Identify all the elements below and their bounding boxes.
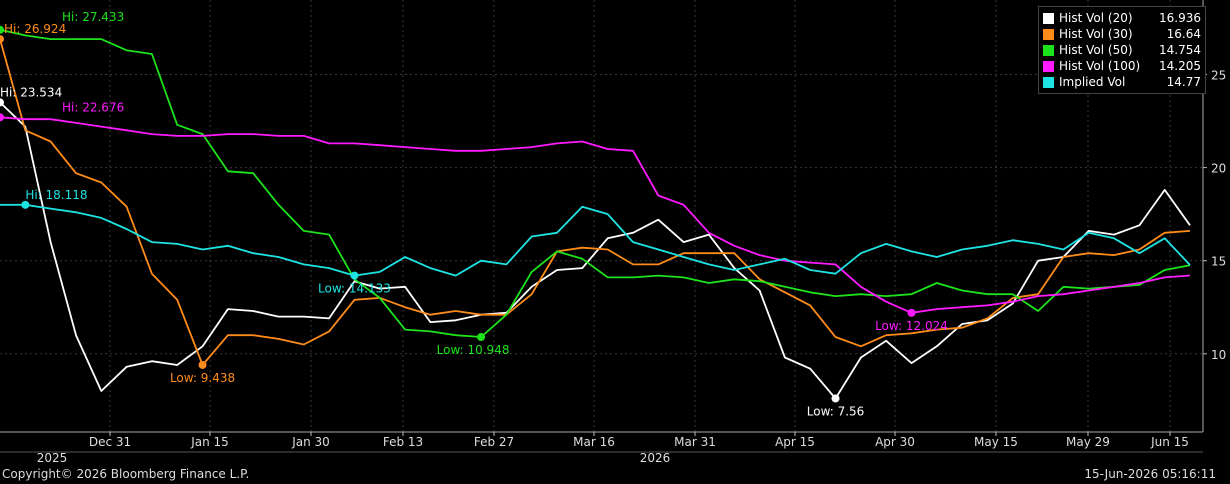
series-line-1 — [0, 38, 1191, 366]
x-tick-label: Dec 31 — [89, 435, 131, 449]
series-line-4 — [0, 203, 1191, 277]
legend-label: Hist Vol (50) — [1059, 43, 1133, 57]
legend-swatch — [1043, 12, 1054, 24]
chart-grid — [0, 0, 1203, 432]
annotation-marker — [350, 271, 359, 280]
annotation-marker — [198, 360, 207, 369]
x-tick-label: Mar 31 — [674, 435, 716, 449]
annotation-label: Hi: 18.118 — [25, 188, 87, 202]
x-tick-label: Feb 27 — [474, 435, 514, 449]
annotation-marker — [0, 35, 4, 44]
annotation-label: Low: 14.133 — [318, 282, 391, 296]
legend-item: Hist Vol (30) 16.64 — [1043, 26, 1201, 42]
legend-swatch — [1043, 28, 1054, 40]
x-tick-label: Apr 15 — [775, 435, 815, 449]
series-line-2 — [0, 28, 1191, 338]
x-tick-label: May 15 — [974, 435, 1018, 449]
y-tick-label: 25 — [1211, 68, 1226, 82]
legend-label: Hist Vol (100) — [1059, 59, 1141, 73]
legend-item: Hist Vol (20) 16.936 — [1043, 10, 1201, 26]
annotation-label: Hi: 22.676 — [62, 100, 124, 114]
y-tick-label: 20 — [1211, 162, 1226, 176]
x-tick-label: Jun 15 — [1150, 435, 1189, 449]
x-tick-label: May 29 — [1066, 435, 1110, 449]
chart-legend: Hist Vol (20) 16.936 Hist Vol (30) 16.64… — [1038, 6, 1206, 94]
annotation-marker — [0, 113, 4, 122]
annotation-marker — [477, 333, 486, 342]
annotation-label: Low: 7.56 — [807, 404, 865, 418]
annotation-label: Hi: 27.433 — [62, 10, 124, 24]
x-tick-label: Apr 30 — [875, 435, 915, 449]
annotation-label: Hi: 26.924 — [4, 22, 66, 36]
annotation-marker — [0, 25, 4, 34]
chart-series — [0, 28, 1191, 400]
x-tick-label: Mar 16 — [573, 435, 615, 449]
annotation-marker — [0, 98, 4, 107]
y-tick-label: 15 — [1211, 255, 1226, 269]
legend-value: 16.64 — [1166, 27, 1201, 41]
annotation-label: Hi: 23.534 — [0, 85, 62, 99]
legend-item: Implied Vol 14.77 — [1043, 74, 1201, 90]
x-year-label: 2026 — [640, 451, 671, 465]
annotation-marker — [907, 308, 916, 317]
annotation-label: Low: 9.438 — [170, 371, 235, 385]
legend-swatch — [1043, 44, 1054, 56]
legend-value: 16.936 — [1159, 11, 1201, 25]
x-year-label: 2025 — [37, 451, 68, 465]
legend-value: 14.205 — [1159, 59, 1201, 73]
copyright-text: Copyright© 2026 Bloomberg Finance L.P. — [2, 467, 250, 481]
x-tick-label: Feb 13 — [383, 435, 423, 449]
annotation-marker — [831, 394, 840, 403]
annotation-marker — [21, 200, 30, 209]
legend-item: Hist Vol (100) 14.205 — [1043, 58, 1201, 74]
series-line-0 — [0, 101, 1191, 400]
legend-swatch — [1043, 76, 1054, 88]
legend-value: 14.77 — [1166, 75, 1201, 89]
x-tick-label: Jan 15 — [190, 435, 229, 449]
legend-label: Hist Vol (30) — [1059, 27, 1133, 41]
x-tick-label: Jan 30 — [291, 435, 330, 449]
timestamp-text: 15-Jun-2026 05:16:11 — [1084, 467, 1216, 481]
annotation-label: Low: 10.948 — [437, 343, 510, 357]
legend-label: Hist Vol (20) — [1059, 11, 1133, 25]
y-tick-label: 10 — [1211, 348, 1226, 362]
legend-item: Hist Vol (50) 14.754 — [1043, 42, 1201, 58]
legend-label: Implied Vol — [1059, 75, 1126, 89]
legend-value: 14.754 — [1159, 43, 1201, 57]
annotation-label: Low: 12.024 — [875, 319, 948, 333]
series-line-3 — [0, 116, 1191, 314]
chart-annotations: Hi: 23.534 Low: 7.56 Hi: 26.924 Low: 9.438 H… — [0, 10, 948, 418]
legend-swatch — [1043, 60, 1054, 72]
